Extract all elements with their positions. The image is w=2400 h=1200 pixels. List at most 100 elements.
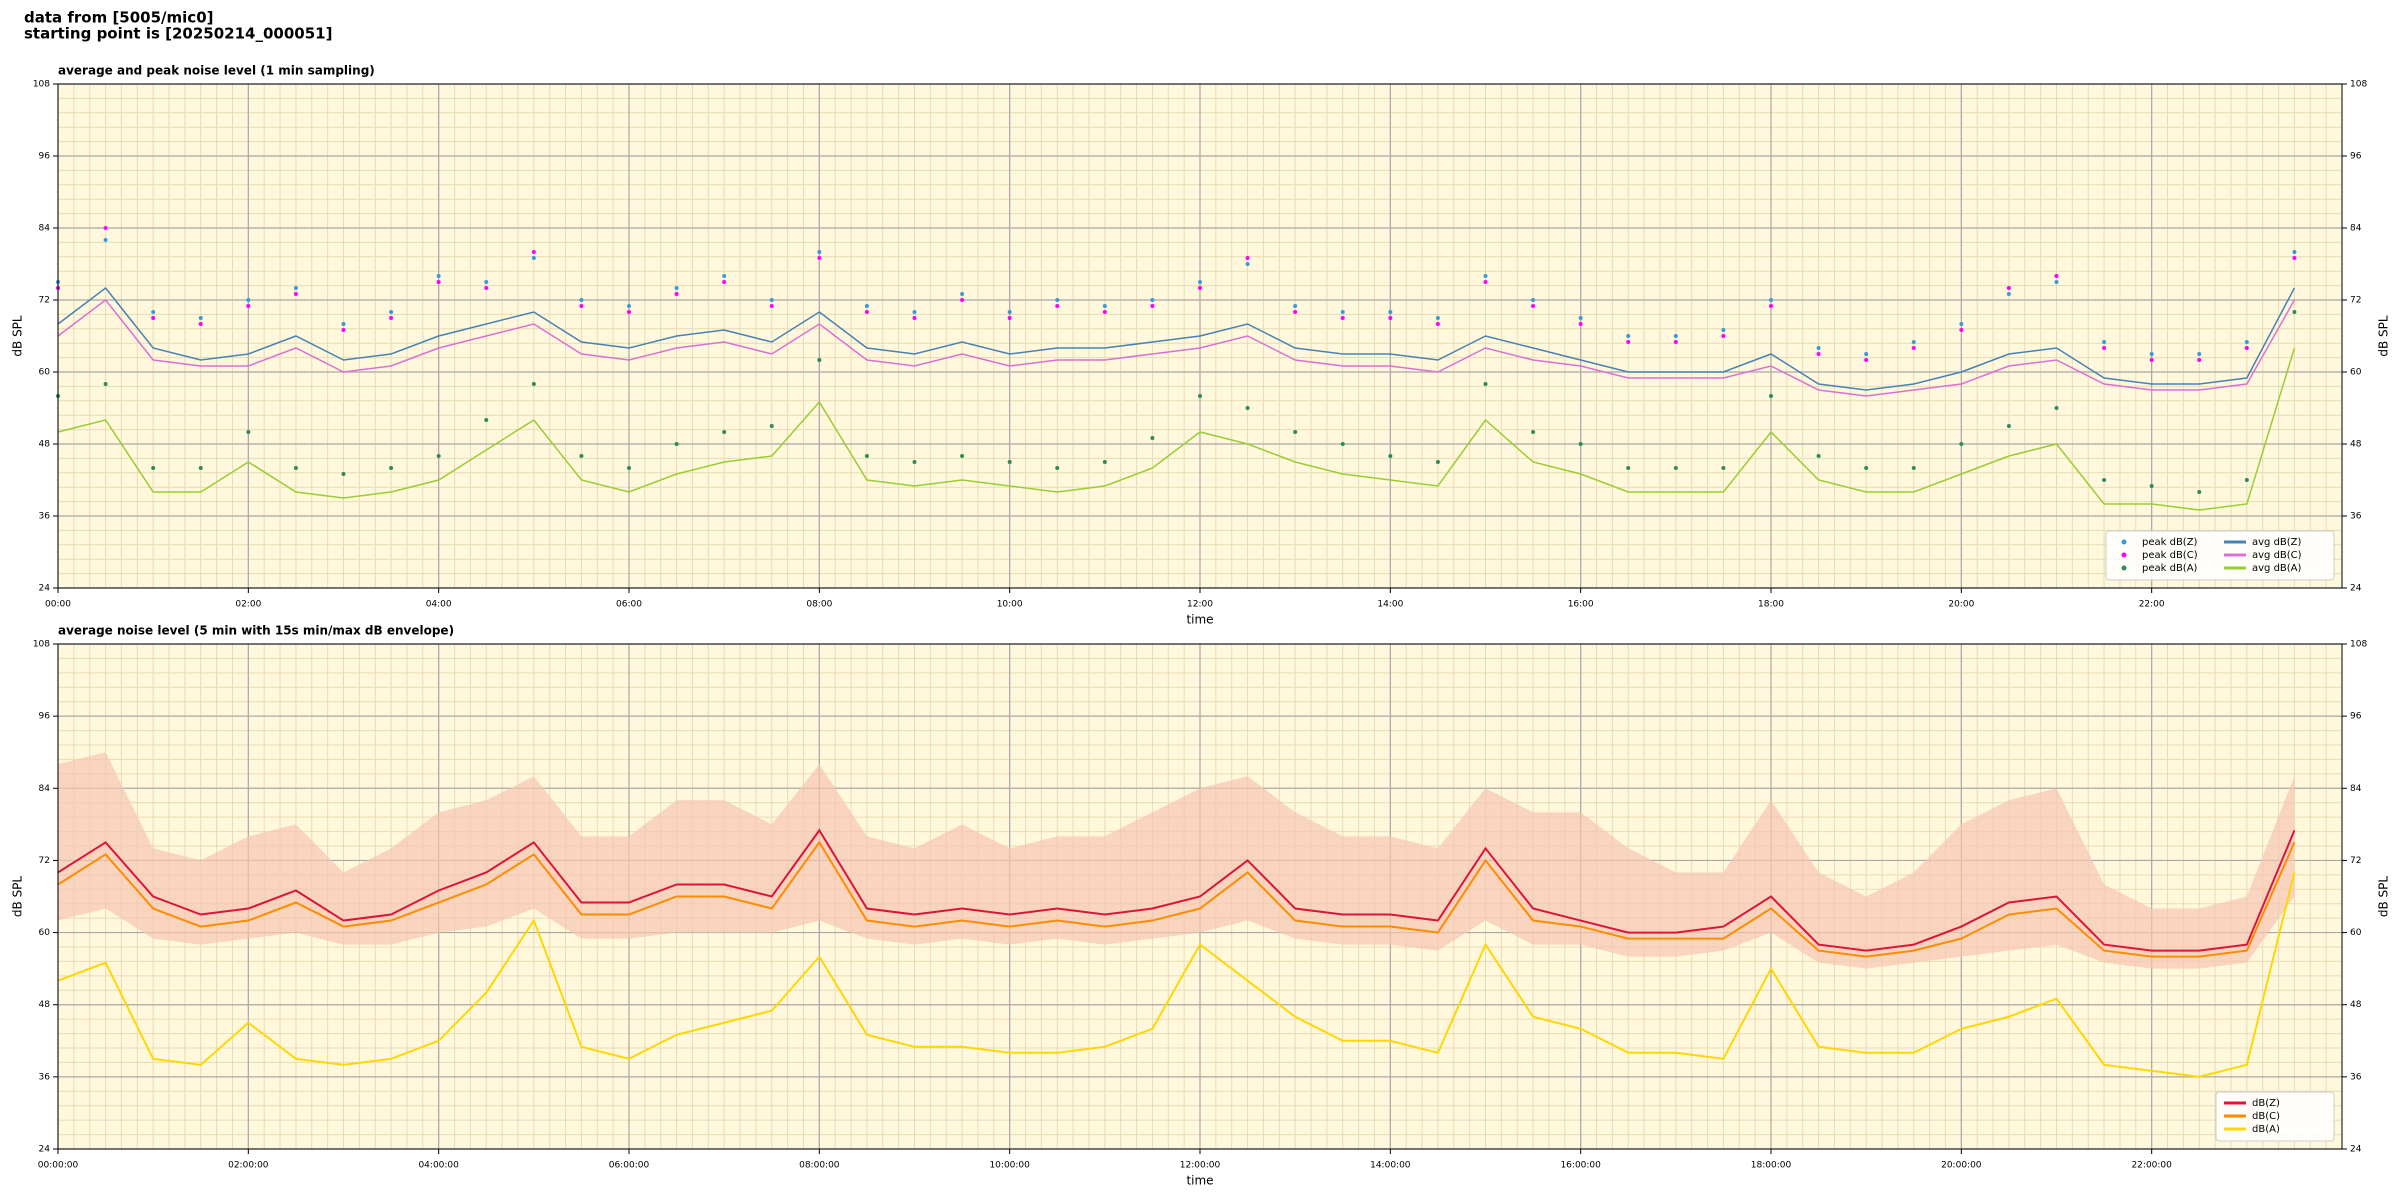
x-tick-label: 12:00 bbox=[1187, 600, 1213, 610]
peak-point bbox=[2102, 346, 2107, 350]
peak-point bbox=[1959, 442, 1964, 446]
y-tick-label: 24 bbox=[39, 1145, 51, 1155]
peak-point bbox=[1531, 304, 1536, 308]
peak-point bbox=[1626, 334, 1631, 338]
series-line bbox=[57, 286, 2296, 391]
peak-point bbox=[293, 466, 298, 470]
y-tick-label: 36 bbox=[39, 1072, 51, 1082]
y-tick-label: 108 bbox=[33, 640, 50, 650]
peak-point bbox=[1293, 304, 1298, 308]
peak-point bbox=[1911, 340, 1916, 344]
panel-title: average noise level (5 min with 15s min/… bbox=[58, 624, 454, 638]
x-tick-label: 12:00:00 bbox=[1180, 1161, 1221, 1171]
x-tick-label: 06:00:00 bbox=[609, 1161, 650, 1171]
y2-tick-label: 60 bbox=[2350, 928, 2362, 938]
peak-point bbox=[2244, 478, 2249, 482]
peak-point bbox=[389, 466, 394, 470]
x-tick-label: 04:00 bbox=[426, 600, 452, 610]
peak-point bbox=[1245, 262, 1250, 266]
peak-point bbox=[389, 310, 394, 314]
y2-tick-label: 48 bbox=[2350, 1000, 2362, 1010]
peak-point bbox=[198, 316, 203, 320]
legend-label: peak dB(Z) bbox=[2142, 537, 2198, 548]
peak-point bbox=[2102, 478, 2107, 482]
y-tick-label: 72 bbox=[39, 296, 50, 306]
peak-point bbox=[864, 454, 869, 458]
peak-point bbox=[2244, 346, 2249, 350]
peak-point bbox=[389, 316, 394, 320]
y2-tick-label: 84 bbox=[2350, 784, 2362, 794]
legend-marker bbox=[2121, 539, 2127, 545]
peak-point bbox=[1340, 442, 1345, 446]
peak-point bbox=[2006, 424, 2011, 428]
peak-point bbox=[1911, 346, 1916, 350]
y2-tick-label: 96 bbox=[2350, 712, 2362, 722]
peak-point bbox=[2292, 256, 2297, 260]
peak-point bbox=[1293, 310, 1298, 314]
y-tick-label: 36 bbox=[39, 512, 51, 522]
y-tick-label: 108 bbox=[33, 80, 50, 90]
peak-point bbox=[1673, 334, 1678, 338]
y-tick-label: 48 bbox=[39, 1000, 51, 1010]
peak-point bbox=[1388, 310, 1393, 314]
peak-point bbox=[341, 472, 346, 476]
peak-point bbox=[627, 310, 631, 314]
plot-frame bbox=[57, 83, 2343, 589]
legend-marker bbox=[2121, 565, 2127, 571]
legend-label: peak dB(A) bbox=[2142, 563, 2198, 574]
peak-point bbox=[769, 304, 774, 308]
y-tick-label: 48 bbox=[39, 440, 51, 450]
y2-tick-label: 108 bbox=[2350, 80, 2367, 90]
y2-tick-label: 24 bbox=[2350, 584, 2362, 594]
peak-point bbox=[1102, 304, 1107, 308]
x-axis-label: time bbox=[1186, 613, 1213, 627]
peak-point bbox=[246, 298, 251, 302]
series-line bbox=[57, 298, 2296, 397]
peak-point bbox=[817, 250, 822, 254]
peak-point bbox=[1007, 316, 1012, 320]
x-tick-label: 04:00:00 bbox=[418, 1161, 459, 1171]
peak-point bbox=[2244, 340, 2249, 344]
y-axis-label: dB SPL bbox=[11, 876, 25, 918]
peak-point bbox=[1150, 436, 1155, 440]
peak-point bbox=[2292, 310, 2297, 314]
peak-point bbox=[1816, 454, 1821, 458]
peak-point bbox=[722, 430, 727, 434]
legend-label: dB(C) bbox=[2252, 1111, 2280, 1122]
peak-point bbox=[1816, 352, 1821, 356]
peak-point bbox=[2197, 490, 2202, 494]
peak-point bbox=[579, 304, 584, 308]
peak-point bbox=[2102, 340, 2107, 344]
peak-point bbox=[627, 304, 631, 308]
peak-point bbox=[151, 466, 156, 470]
peak-point bbox=[2054, 406, 2059, 410]
peak-point bbox=[484, 286, 489, 290]
x-tick-label: 00:00:00 bbox=[38, 1161, 79, 1171]
peak-point bbox=[2149, 484, 2154, 488]
peak-point bbox=[1340, 316, 1345, 320]
peak-point bbox=[1911, 466, 1916, 470]
peak-point bbox=[484, 280, 489, 284]
y2-tick-label: 72 bbox=[2350, 296, 2361, 306]
peak-point bbox=[2054, 280, 2059, 284]
header-line: starting point is [20250214_000051] bbox=[24, 25, 332, 43]
y2-tick-label: 36 bbox=[2350, 512, 2362, 522]
peak-point bbox=[864, 304, 869, 308]
peak-point bbox=[436, 274, 441, 278]
x-tick-label: 00:00 bbox=[45, 600, 71, 610]
peak-point bbox=[1245, 256, 1250, 260]
peak-point bbox=[1673, 466, 1678, 470]
y-tick-label: 84 bbox=[39, 224, 51, 234]
x-tick-label: 16:00:00 bbox=[1560, 1161, 1601, 1171]
peak-point bbox=[1769, 298, 1773, 302]
panel-title: average and peak noise level (1 min samp… bbox=[58, 64, 375, 78]
peak-point bbox=[960, 292, 965, 296]
peak-point bbox=[769, 424, 774, 428]
peak-point bbox=[912, 310, 917, 314]
peak-point bbox=[1245, 406, 1250, 410]
x-tick-label: 22:00:00 bbox=[2131, 1161, 2172, 1171]
peak-point bbox=[674, 292, 679, 296]
y-tick-label: 72 bbox=[39, 856, 50, 866]
peak-point bbox=[1721, 328, 1726, 332]
x-tick-label: 14:00 bbox=[1377, 600, 1403, 610]
